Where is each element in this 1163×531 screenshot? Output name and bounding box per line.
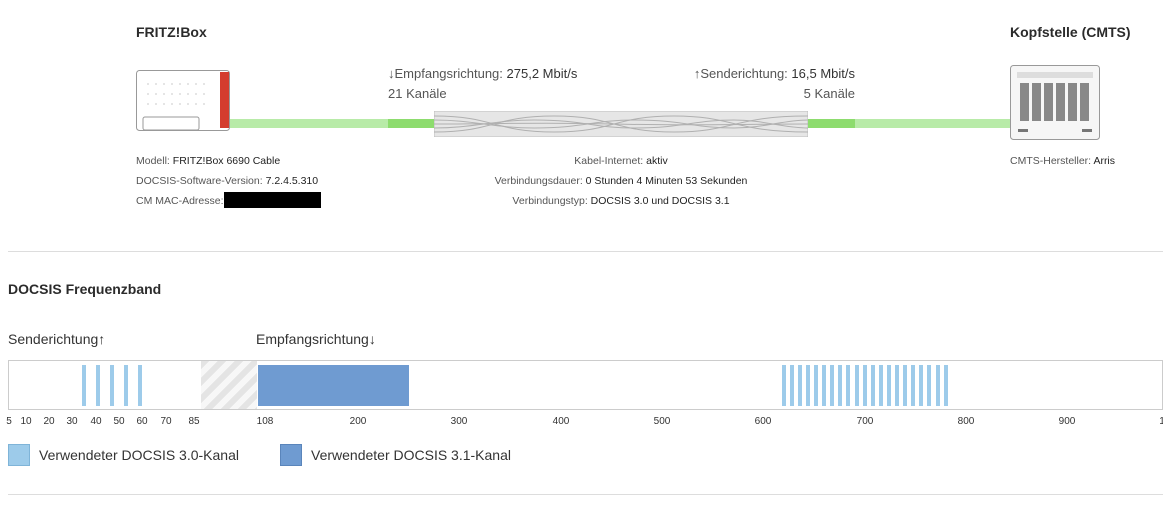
axis-tick-label: 700 (856, 416, 874, 427)
downstream-docsis30-channel (887, 365, 891, 406)
legend-docsis30-swatch (8, 444, 30, 466)
guard-band (201, 361, 257, 409)
axis-tick-label: 10 (20, 416, 32, 427)
axis-tick-label: 600 (754, 416, 772, 427)
frequency-band-chart (8, 360, 1163, 410)
mac-info: CM MAC-Adresse: (136, 195, 224, 207)
legend-docsis30-label: Verwendeter DOCSIS 3.0-Kanal (39, 447, 239, 463)
bottom-divider (8, 494, 1163, 495)
upstream-band-label: Senderichtung↑ (8, 331, 106, 347)
downstream-docsis30-channel (936, 365, 940, 406)
docsis-sw-label: DOCSIS-Software-Version: (136, 175, 263, 187)
cable-status-value: aktiv (646, 155, 668, 167)
downstream-docsis30-channel (919, 365, 923, 406)
downstream-docsis30-channel (895, 365, 899, 406)
downstream-docsis30-channel (855, 365, 859, 406)
axis-tick-label: 20 (43, 416, 55, 427)
upstream-docsis30-channel (110, 365, 114, 406)
downstream-docsis30-channel (806, 365, 810, 406)
downstream-band-label: Empfangsrichtung↓ (256, 331, 376, 347)
upstream-channels: 5 Kanäle (803, 86, 855, 101)
cmts-vendor-label: CMTS-Hersteller: (1010, 155, 1092, 167)
channel-bundle-graphic (433, 110, 809, 138)
downstream-docsis30-channel (790, 365, 794, 406)
upstream-rate-value: 16,5 Mbit/s (791, 66, 855, 81)
docsis-sw-value: 7.2.4.5.310 (265, 175, 319, 187)
axis-tick-label: 500 (653, 416, 671, 427)
axis-tick-label: 108 (256, 416, 274, 427)
axis-tick-label: 30 (66, 416, 78, 427)
axis-tick-label: 1 (1159, 416, 1163, 427)
downstream-docsis30-channel (903, 365, 907, 406)
downstream-docsis30-channel (927, 365, 931, 406)
axis-tick-label: 900 (1058, 416, 1076, 427)
downstream-docsis30-channel (798, 365, 802, 406)
axis-tick-label: 40 (90, 416, 102, 427)
axis-tick-label: 400 (552, 416, 570, 427)
connection-duration-info: Verbindungsdauer: 0 Stunden 4 Minuten 53… (495, 175, 748, 187)
cmts-title: Kopfstelle (CMTS) (1010, 24, 1131, 40)
downstream-docsis30-channel (830, 365, 834, 406)
legend-docsis31-label: Verwendeter DOCSIS 3.1-Kanal (311, 447, 511, 463)
axis-tick-label: 50 (113, 416, 125, 427)
section-divider (8, 251, 1163, 252)
upstream-docsis30-channel (124, 365, 128, 406)
axis-tick-label: 800 (957, 416, 975, 427)
downstream-docsis30-channel (879, 365, 883, 406)
upstream-docsis30-channel (82, 365, 86, 406)
axis-tick-label: 5 (6, 416, 12, 427)
upstream-label: ↑Senderichtung: (693, 66, 788, 81)
frequency-band-heading: DOCSIS Frequenzband (8, 281, 162, 297)
downstream-label: ↓Empfangsrichtung: (388, 66, 503, 81)
connection-type-info: Verbindungstyp: DOCSIS 3.0 und DOCSIS 3.… (512, 195, 729, 207)
connection-duration-label: Verbindungsdauer: (494, 175, 583, 187)
axis-tick-label: 60 (136, 416, 148, 427)
downstream-docsis30-channel (822, 365, 826, 406)
downstream-docsis30-channel (944, 365, 948, 406)
docsis-sw-info: DOCSIS-Software-Version: 7.2.4.5.310 (136, 175, 318, 187)
connection-duration-value: 0 Stunden 4 Minuten 53 Sekunden (585, 175, 748, 187)
axis-tick-label: 200 (349, 416, 367, 427)
downstream-docsis30-channel (871, 365, 875, 406)
downstream-docsis30-channel (814, 365, 818, 406)
mac-redacted (224, 192, 321, 208)
axis-tick-label: 300 (450, 416, 468, 427)
axis-tick-label: 85 (188, 416, 200, 427)
connection-type-label: Verbindungstyp: (512, 195, 588, 207)
upstream-rate: ↑Senderichtung: 16,5 Mbit/s (694, 66, 855, 81)
cable-segment-right (807, 119, 855, 128)
cmts-device-icon (1010, 65, 1100, 140)
downstream-docsis30-channel (782, 365, 786, 406)
upstream-docsis30-channel (138, 365, 142, 406)
downstream-channels: 21 Kanäle (388, 86, 447, 101)
model-label: Modell: (136, 155, 170, 167)
downstream-docsis30-channel (838, 365, 842, 406)
downstream-docsis30-channel (863, 365, 867, 406)
legend-docsis31-swatch (280, 444, 302, 466)
model-value: FRITZ!Box 6690 Cable (172, 155, 281, 167)
cmts-vendor-info: CMTS-Hersteller: Arris (1010, 155, 1115, 167)
cmts-vendor-value: Arris (1093, 155, 1116, 167)
model-info: Modell: FRITZ!Box 6690 Cable (136, 155, 280, 167)
downstream-rate: ↓Empfangsrichtung: 275,2 Mbit/s (388, 66, 577, 81)
axis-tick-label: 70 (160, 416, 172, 427)
downstream-docsis30-channel (911, 365, 915, 406)
downstream-rate-value: 275,2 Mbit/s (506, 66, 578, 81)
connection-type-value: DOCSIS 3.0 und DOCSIS 3.1 (590, 195, 730, 207)
cable-segment-left (388, 119, 436, 128)
upstream-docsis30-channel (96, 365, 100, 406)
downstream-docsis30-channel (846, 365, 850, 406)
docsis31-channel-block (258, 365, 409, 406)
mac-label: CM MAC-Adresse: (136, 195, 224, 207)
cable-status-label: Kabel-Internet: (574, 155, 644, 167)
cable-status-info: Kabel-Internet: aktiv (574, 155, 667, 167)
fritzbox-device-icon (136, 70, 232, 132)
fritzbox-title: FRITZ!Box (136, 24, 207, 40)
